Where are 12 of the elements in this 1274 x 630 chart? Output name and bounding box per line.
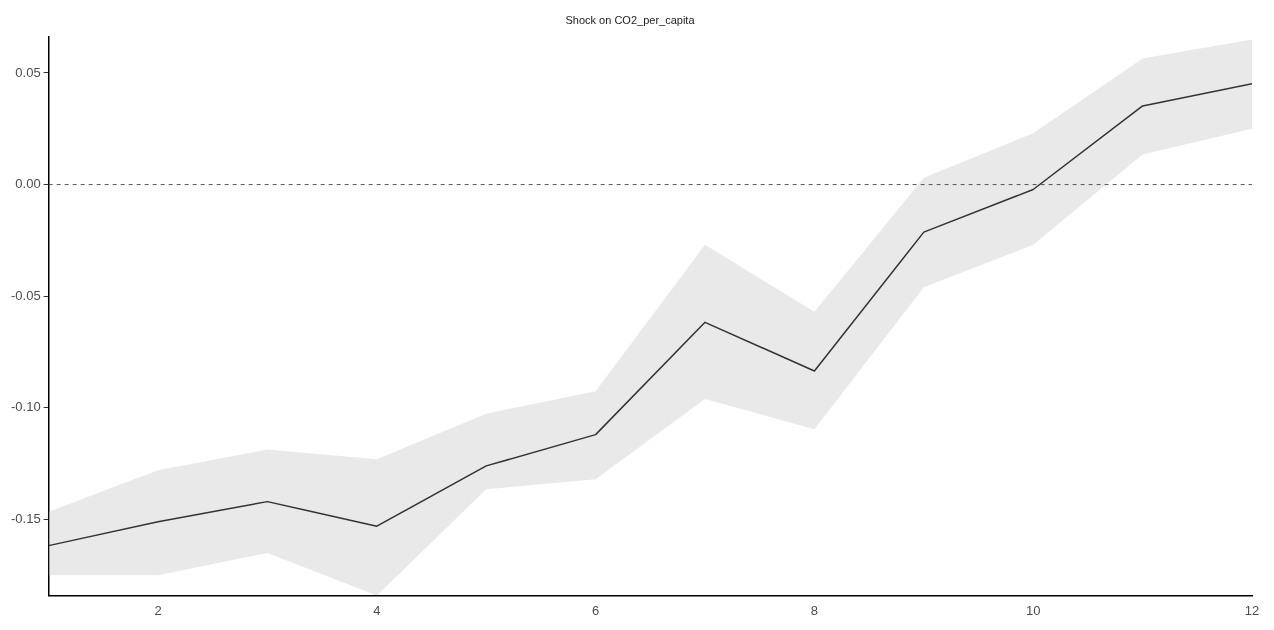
- x-tick-label: 4: [373, 602, 381, 618]
- y-tick-label: -0.15: [10, 511, 41, 527]
- x-tick-label: 10: [1025, 602, 1041, 618]
- x-tick-label: 8: [810, 602, 819, 618]
- y-tick-label: -0.10: [10, 399, 41, 415]
- y-tick-label: -0.05: [10, 287, 41, 303]
- x-tick-label: 6: [592, 602, 600, 618]
- x-tick-label: 12: [1244, 602, 1260, 618]
- y-tick-label: 0.05: [15, 64, 41, 80]
- y-tick-label: 0.00: [15, 176, 41, 192]
- chart-title: Shock on CO2_per_capita: [565, 13, 696, 26]
- x-tick-label: 2: [154, 602, 162, 618]
